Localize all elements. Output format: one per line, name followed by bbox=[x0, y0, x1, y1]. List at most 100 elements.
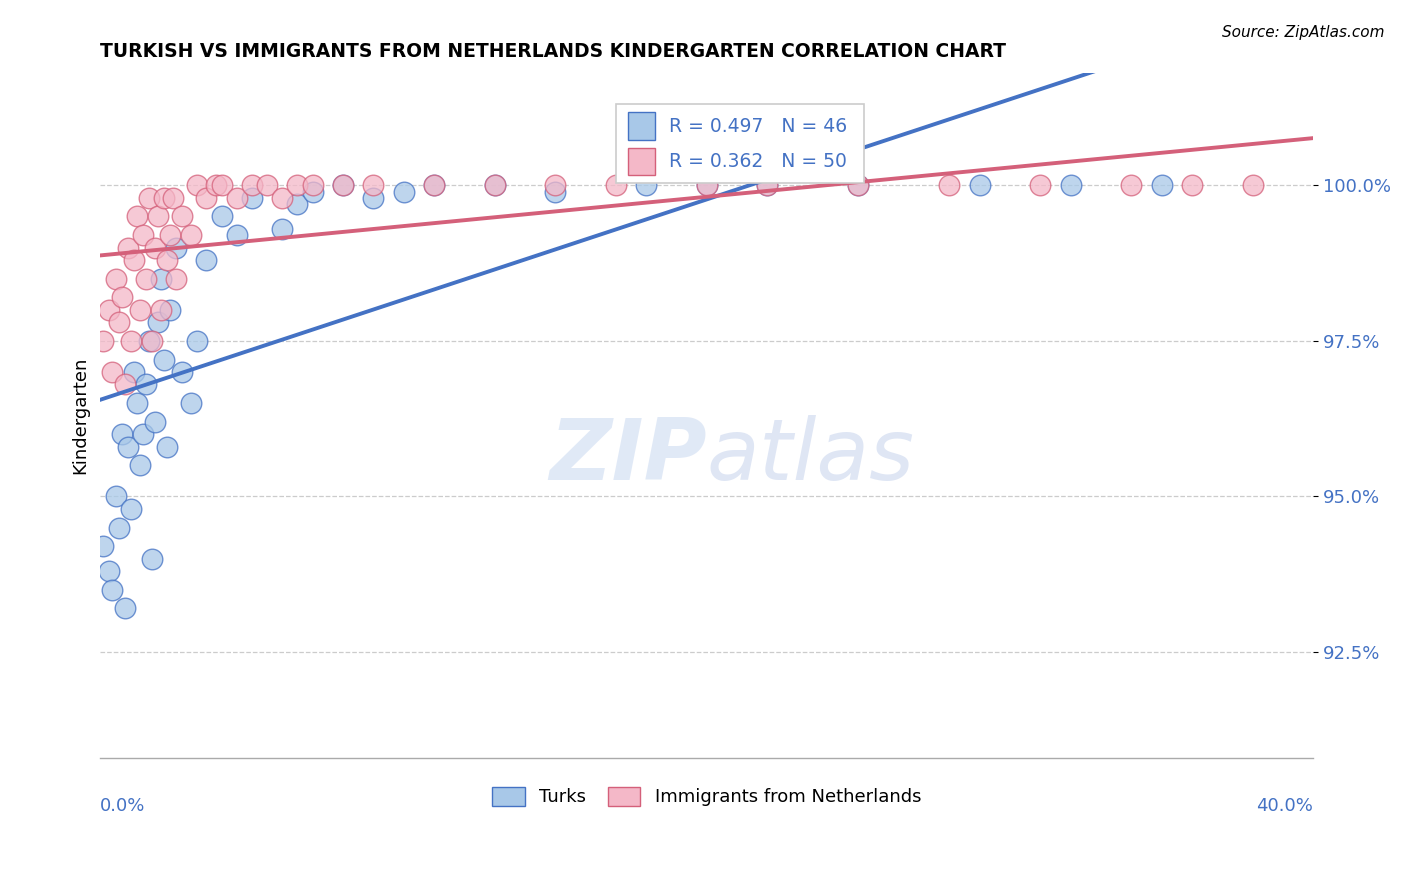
Point bbox=[392, 185, 415, 199]
Point bbox=[544, 178, 567, 193]
Point bbox=[1121, 178, 1143, 193]
Point bbox=[104, 271, 127, 285]
Point bbox=[186, 178, 208, 193]
Point bbox=[484, 178, 506, 193]
Text: ZIP: ZIP bbox=[550, 415, 707, 498]
Point bbox=[240, 178, 263, 193]
Y-axis label: Kindergarten: Kindergarten bbox=[72, 357, 89, 475]
Point bbox=[107, 315, 129, 329]
Point bbox=[150, 271, 173, 285]
Bar bbox=[628, 148, 655, 176]
Point bbox=[211, 210, 233, 224]
Text: R = 0.362   N = 50: R = 0.362 N = 50 bbox=[669, 153, 846, 171]
Point bbox=[162, 191, 184, 205]
Point bbox=[101, 582, 124, 597]
Point bbox=[135, 377, 157, 392]
Text: atlas: atlas bbox=[707, 415, 915, 498]
Point bbox=[114, 377, 136, 392]
Point bbox=[98, 564, 121, 578]
Point bbox=[143, 415, 166, 429]
Point bbox=[423, 178, 446, 193]
Point bbox=[211, 178, 233, 193]
Point bbox=[423, 178, 446, 193]
Point bbox=[938, 178, 960, 193]
Point bbox=[132, 427, 155, 442]
Text: 0.0%: 0.0% bbox=[100, 797, 146, 814]
Point bbox=[225, 228, 247, 243]
Point bbox=[117, 440, 139, 454]
Point bbox=[1060, 178, 1083, 193]
Point bbox=[93, 334, 115, 348]
Point bbox=[125, 210, 148, 224]
Point bbox=[138, 334, 160, 348]
Point bbox=[141, 551, 163, 566]
Point bbox=[605, 178, 627, 193]
Point bbox=[132, 228, 155, 243]
Point bbox=[544, 185, 567, 199]
Point bbox=[195, 191, 218, 205]
Point bbox=[186, 334, 208, 348]
Point bbox=[146, 315, 169, 329]
Point bbox=[159, 228, 181, 243]
Point bbox=[1150, 178, 1173, 193]
Point bbox=[146, 210, 169, 224]
Point bbox=[287, 178, 309, 193]
Point bbox=[122, 365, 145, 379]
Point bbox=[195, 253, 218, 268]
Point bbox=[332, 178, 354, 193]
Point bbox=[125, 396, 148, 410]
Point bbox=[756, 178, 779, 193]
Point bbox=[332, 178, 354, 193]
Text: 40.0%: 40.0% bbox=[1257, 797, 1313, 814]
Point bbox=[153, 191, 176, 205]
Point bbox=[271, 191, 294, 205]
Text: Source: ZipAtlas.com: Source: ZipAtlas.com bbox=[1222, 25, 1385, 40]
Bar bbox=[628, 112, 655, 140]
Point bbox=[1241, 178, 1264, 193]
Point bbox=[696, 178, 718, 193]
Point bbox=[104, 490, 127, 504]
Point bbox=[165, 271, 187, 285]
Point bbox=[156, 253, 179, 268]
Point bbox=[110, 427, 132, 442]
Point bbox=[172, 365, 194, 379]
Point bbox=[143, 241, 166, 255]
Point bbox=[969, 178, 991, 193]
Point bbox=[756, 178, 779, 193]
Point bbox=[101, 365, 124, 379]
Point bbox=[301, 185, 323, 199]
Point bbox=[107, 520, 129, 534]
Point bbox=[150, 302, 173, 317]
Point bbox=[93, 539, 115, 553]
Point bbox=[240, 191, 263, 205]
Point bbox=[180, 228, 202, 243]
Point bbox=[287, 197, 309, 211]
Point bbox=[110, 290, 132, 304]
Legend: Turks, Immigrants from Netherlands: Turks, Immigrants from Netherlands bbox=[485, 780, 928, 814]
Point bbox=[271, 222, 294, 236]
Point bbox=[180, 396, 202, 410]
Point bbox=[135, 271, 157, 285]
Point bbox=[696, 178, 718, 193]
Text: TURKISH VS IMMIGRANTS FROM NETHERLANDS KINDERGARTEN CORRELATION CHART: TURKISH VS IMMIGRANTS FROM NETHERLANDS K… bbox=[100, 42, 1007, 61]
Point bbox=[361, 191, 384, 205]
Point bbox=[128, 458, 150, 473]
Point bbox=[848, 178, 870, 193]
Point bbox=[1029, 178, 1052, 193]
Point bbox=[848, 178, 870, 193]
Point bbox=[141, 334, 163, 348]
Point bbox=[120, 334, 142, 348]
Point bbox=[256, 178, 278, 193]
Point bbox=[484, 178, 506, 193]
Point bbox=[117, 241, 139, 255]
Point bbox=[172, 210, 194, 224]
Point bbox=[156, 440, 179, 454]
Point bbox=[165, 241, 187, 255]
Point bbox=[1181, 178, 1204, 193]
Point bbox=[301, 178, 323, 193]
Point bbox=[153, 352, 176, 367]
Point bbox=[114, 601, 136, 615]
Point bbox=[120, 501, 142, 516]
Point bbox=[361, 178, 384, 193]
FancyBboxPatch shape bbox=[616, 104, 865, 183]
